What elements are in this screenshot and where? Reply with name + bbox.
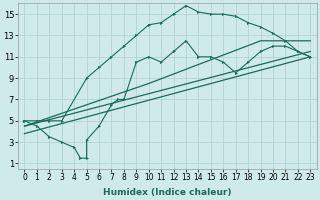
X-axis label: Humidex (Indice chaleur): Humidex (Indice chaleur): [103, 188, 232, 197]
